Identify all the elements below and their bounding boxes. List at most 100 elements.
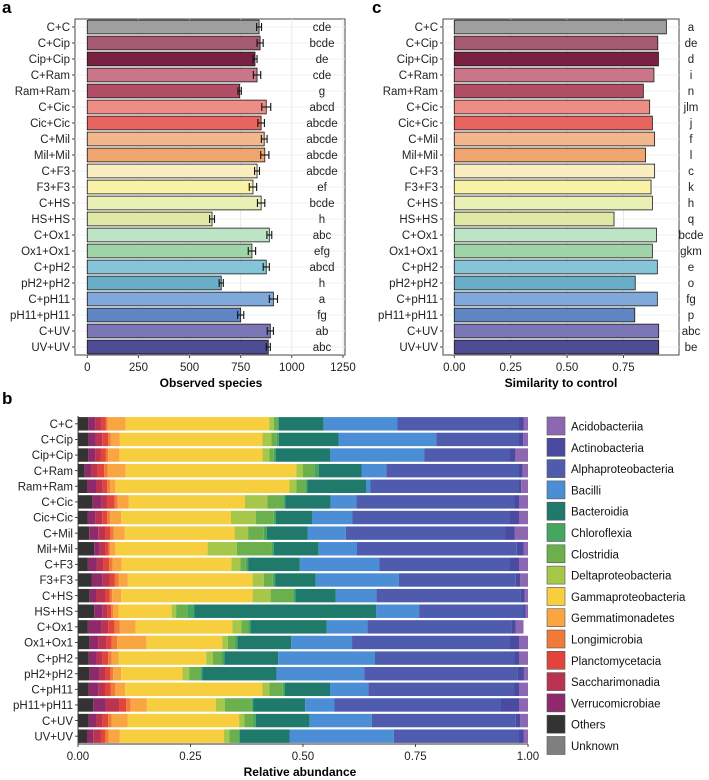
c-significance-letter: de — [685, 38, 698, 50]
b-segment-bacteroidia — [194, 604, 377, 618]
b-segment-gemmatimonadetes — [130, 698, 147, 712]
legend-label-saccharimonadia: Saccharimonadia — [571, 677, 660, 689]
b-segment-longimicrobia — [108, 542, 110, 556]
b-segment-actinobacteria — [515, 573, 521, 587]
a-significance-letter: abc — [313, 342, 332, 354]
c-bar — [453, 227, 657, 243]
b-segment-chloroflexia — [273, 510, 276, 525]
a-x-tick-label: 1000 — [279, 362, 305, 374]
c-significance-letter: gkm — [680, 246, 702, 258]
a-bar — [86, 147, 266, 163]
b-segment-clostridia — [248, 526, 264, 540]
a-y-tick-label: C+pH2 — [34, 262, 70, 274]
a-significance-letter: abcde — [306, 118, 337, 130]
b-segment-planctomycetacia — [105, 666, 111, 681]
panel-label-a: a — [2, 0, 12, 17]
legend-label-clostridia: Clostridia — [571, 549, 620, 561]
b-segment-bacteroidia — [307, 479, 366, 494]
b-segment-bacteroidia — [237, 635, 292, 650]
b-segment-saccharimonadia — [96, 713, 103, 728]
b-segment-clostridia — [244, 713, 254, 728]
b-segment-gemmatimonadetes — [112, 557, 122, 572]
b-segment-longimicrobia — [109, 588, 113, 603]
b-segment-saccharimonadia — [99, 666, 105, 681]
b-segment-saccharimonadia — [96, 588, 105, 603]
b-segment-alphaproteobacteria — [375, 651, 515, 665]
b-segment-alphaproteobacteria — [352, 510, 510, 525]
b-segment-deltaproteobacteria — [215, 698, 225, 712]
a-bar — [86, 35, 261, 51]
b-segment-gammaproteobacteria — [115, 479, 290, 494]
b-segment-deltaproteobacteria — [269, 417, 274, 431]
b-segment-gemmatimonadetes — [113, 666, 122, 681]
c-significance-letter: d — [688, 54, 694, 66]
c-bar — [453, 275, 636, 291]
b-segment-bacteroidia — [275, 573, 316, 587]
legend-swatch-saccharimonadia — [546, 672, 566, 691]
b-segment-acidobacteriia — [524, 588, 528, 603]
b-segment-longimicrobia — [114, 495, 118, 509]
b-segment-gammaproteobacteria — [119, 448, 263, 462]
b-segment-saccharimonadia — [96, 479, 103, 494]
b-segment-verrucomicrobiae — [88, 448, 96, 462]
b-segment-others — [78, 479, 87, 494]
b-segment-gemmatimonadetes — [113, 526, 125, 540]
b-segment-clostridia — [229, 729, 239, 743]
a-y-tick-label: Ox1+Ox1 — [21, 246, 70, 258]
b-segment-others — [78, 588, 90, 603]
b-segment-planctomycetacia — [105, 682, 111, 697]
b-y-tick-label: pH2+pH2 — [24, 669, 73, 681]
b-y-tick-label: C+Cip — [41, 435, 73, 447]
a-x-tick-label: 500 — [180, 362, 199, 374]
b-segment-chloroflexia — [235, 635, 238, 650]
c-significance-letter: be — [685, 342, 698, 354]
b-segment-gemmatimonadetes — [113, 604, 119, 618]
c-significance-letter: p — [688, 310, 694, 322]
a-significance-letter: de — [316, 54, 329, 66]
b-segment-deltaproteobacteria — [262, 432, 272, 447]
b-segment-clostridia — [255, 510, 274, 525]
c-y-tick-label: C+Cip — [406, 38, 438, 50]
b-segment-bacilli — [366, 479, 371, 494]
b-y-tick-label: Ram+Ram — [18, 481, 73, 493]
a-bar — [86, 323, 271, 339]
b-segment-gemmatimonadetes — [111, 651, 119, 665]
legend-label-gemmatimonadetes: Gemmatimonadetes — [571, 613, 675, 625]
b-segment-gemmatimonadetes — [107, 417, 126, 431]
b-segment-clostridia — [213, 651, 222, 665]
b-segment-bacilli — [361, 463, 387, 478]
b-segment-acidobacteriia — [519, 635, 528, 650]
b-segment-gammaproteobacteria — [118, 651, 207, 665]
b-segment-planctomycetacia — [106, 635, 112, 650]
panel-b-x-axis-title: Relative abundance — [244, 765, 357, 779]
b-segment-bacilli — [312, 510, 353, 525]
b-segment-gemmatimonadetes — [108, 729, 120, 743]
b-segment-acidobacteriia — [523, 666, 528, 681]
b-segment-planctomycetacia — [107, 495, 115, 509]
b-segment-actinobacteria — [518, 432, 524, 447]
b-segment-planctomycetacia — [119, 698, 127, 712]
a-significance-letter: ef — [317, 182, 327, 194]
b-segment-gammaproteobacteria — [119, 729, 224, 743]
b-segment-bacilli — [376, 604, 420, 618]
b-segment-deltaproteobacteria — [231, 557, 241, 572]
a-significance-letter: g — [319, 86, 325, 98]
a-bar — [86, 179, 254, 195]
b-segment-verrucomicrobiae — [94, 542, 100, 556]
b-segment-bacteroidia — [267, 526, 308, 540]
legend-swatch-gammaproteobacteria — [546, 587, 566, 606]
b-segment-chloroflexia — [245, 557, 249, 572]
a-y-tick-label: UV+UV — [31, 342, 70, 354]
a-y-tick-label: C+Ox1 — [34, 230, 70, 242]
panel-a-x-axis-title: Observed species — [160, 376, 263, 390]
a-y-tick-label: pH2+pH2 — [21, 278, 70, 290]
b-segment-bacteroidia — [202, 666, 277, 681]
c-bar — [453, 19, 667, 35]
a-y-tick-label: C+C — [47, 22, 70, 34]
c-y-tick-label: Cip+Cip — [397, 54, 438, 66]
c-y-tick-label: Cic+Cic — [398, 118, 438, 130]
b-segment-bacteroidia — [240, 729, 290, 743]
b-segment-gemmatimonadetes — [109, 510, 122, 525]
b-segment-bacilli — [330, 682, 369, 697]
a-significance-letter: a — [319, 294, 326, 306]
